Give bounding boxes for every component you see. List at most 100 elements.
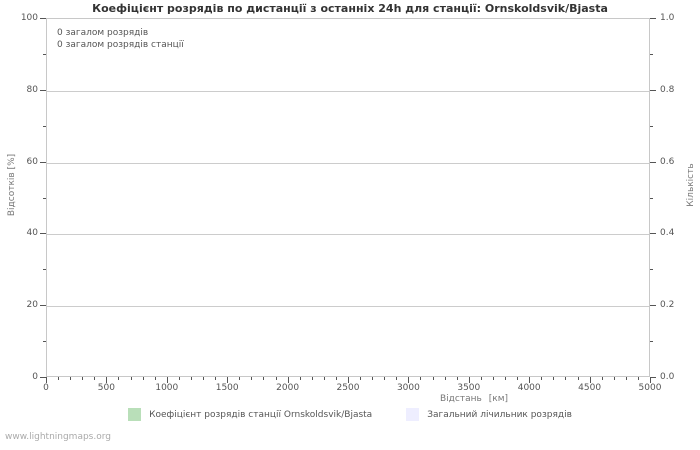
- y2tick-major-0.2: [650, 305, 656, 307]
- xtick-label-4500: 4500: [578, 383, 602, 393]
- ytick-label-60: 60: [26, 156, 38, 167]
- xtick-minor: [154, 377, 156, 380]
- legend-swatch-station-rate: [128, 408, 142, 421]
- plot-area: 0 загалом розрядів 0 загалом розрядів ст…: [46, 18, 650, 377]
- y2-axis-title: Кількість: [686, 163, 696, 207]
- xtick-minor: [178, 377, 180, 380]
- y2tick-minor-0.7: [650, 125, 653, 127]
- ytick-label-100: 100: [20, 13, 38, 23]
- ytick-minor-70: [43, 125, 46, 127]
- xtick-major-0: [46, 377, 47, 383]
- y2tick-minor-0.1: [650, 341, 653, 343]
- ytick-minor-10: [43, 341, 46, 343]
- xtick-minor: [420, 377, 422, 380]
- ytick-major-40: [40, 233, 46, 235]
- y2tick-major-0.8: [650, 89, 656, 91]
- xtick-major-500: [106, 377, 108, 383]
- xtick-minor: [142, 377, 144, 380]
- xtick-minor: [130, 377, 132, 380]
- xtick-label-2500: 2500: [336, 383, 360, 393]
- xtick-minor: [275, 377, 277, 380]
- ytick-major-0: [40, 377, 46, 378]
- xtick-minor: [360, 377, 362, 380]
- ytick-label-20: 20: [26, 300, 38, 311]
- y2tick-major-1.0: [650, 18, 656, 19]
- chart-title: Коефіцієнт розрядів по дистанції з остан…: [92, 2, 608, 15]
- y2tick-minor-0.5: [650, 197, 653, 199]
- xtick-minor: [505, 377, 507, 380]
- y2tick-label-0.2: 0.2: [660, 300, 675, 311]
- xtick-minor: [480, 377, 482, 380]
- xtick-minor: [553, 377, 555, 380]
- y2tick-major-0.4: [650, 233, 656, 235]
- xtick-minor: [456, 377, 458, 380]
- ytick-label-0: 0: [32, 372, 38, 382]
- xtick-minor: [396, 377, 398, 380]
- xtick-minor: [384, 377, 386, 380]
- xtick-label-1000: 1000: [155, 383, 179, 393]
- xtick-minor: [251, 377, 253, 380]
- legend: Коефіцієнт розрядів станції Ornskoldsvik…: [0, 408, 700, 421]
- xtick-minor: [492, 377, 494, 380]
- gridline-60: [47, 162, 649, 164]
- xtick-minor: [432, 377, 434, 380]
- xtick-minor: [613, 377, 615, 380]
- ytick-label-40: 40: [26, 228, 38, 239]
- xtick-major-2000: [287, 377, 289, 383]
- xtick-minor: [601, 377, 603, 380]
- ytick-minor-30: [43, 269, 46, 271]
- xtick-minor: [58, 377, 60, 380]
- y2tick-minor-0.3: [650, 269, 653, 271]
- xtick-label-3500: 3500: [457, 383, 481, 393]
- xtick-minor: [637, 377, 639, 380]
- y2tick-minor-0.9: [650, 53, 653, 55]
- xtick-major-3500: [468, 377, 470, 383]
- xtick-major-2500: [348, 377, 349, 383]
- xtick-minor: [372, 377, 374, 380]
- xtick-label-500: 500: [97, 383, 115, 393]
- xtick-minor: [82, 377, 84, 380]
- gridline-80: [47, 90, 649, 92]
- y2tick-label-0.4: 0.4: [660, 228, 675, 239]
- legend-label-total-count: Загальний лічильник розрядів: [427, 409, 572, 420]
- xtick-major-4000: [529, 377, 531, 383]
- xtick-major-3000: [408, 377, 410, 383]
- gridline-20: [47, 306, 649, 308]
- xtick-major-1500: [227, 377, 229, 383]
- xtick-minor: [517, 377, 519, 380]
- x-axis-title-text: Відстань: [440, 394, 482, 404]
- legend-label-station-rate: Коефіцієнт розрядів станції Ornskoldsvik…: [149, 409, 373, 420]
- y2tick-label-0.8: 0.8: [660, 84, 675, 95]
- x-axis-title: Відстань [км]: [440, 394, 508, 404]
- ytick-major-60: [40, 161, 46, 163]
- x-axis-title-unit: [км]: [488, 394, 509, 404]
- xtick-major-5000: [650, 377, 651, 383]
- y2tick-major-0.6: [650, 161, 656, 163]
- xtick-minor: [335, 377, 337, 380]
- xtick-minor: [70, 377, 72, 380]
- xtick-minor: [311, 377, 313, 380]
- y-axis-title: Відсотків [%]: [7, 153, 17, 217]
- y2tick-label-0.6: 0.6: [660, 156, 675, 167]
- xtick-minor: [239, 377, 241, 380]
- xtick-minor: [444, 377, 446, 380]
- xtick-minor: [625, 377, 627, 380]
- xtick-minor: [299, 377, 301, 380]
- xtick-minor: [263, 377, 265, 380]
- xtick-minor: [118, 377, 120, 380]
- xtick-label-0: 0: [43, 383, 49, 393]
- xtick-minor: [565, 377, 567, 380]
- annotation-total-strokes: 0 загалом розрядів: [57, 28, 149, 38]
- legend-entry-total-count[interactable]: Загальний лічильник розрядів: [406, 408, 572, 421]
- xtick-label-4000: 4000: [517, 383, 541, 393]
- ytick-major-20: [40, 305, 46, 307]
- annotation-station-total-strokes: 0 загалом розрядів станції: [57, 40, 184, 50]
- xtick-minor: [94, 377, 96, 380]
- source-watermark: www.lightningmaps.org: [5, 432, 111, 442]
- xtick-label-5000: 5000: [638, 383, 662, 393]
- y2tick-label-1.0: 1.0: [660, 13, 675, 23]
- legend-entry-station-rate[interactable]: Коефіцієнт розрядів станції Ornskoldsvik…: [128, 408, 372, 421]
- xtick-minor: [323, 377, 325, 380]
- ytick-minor-90: [43, 53, 46, 55]
